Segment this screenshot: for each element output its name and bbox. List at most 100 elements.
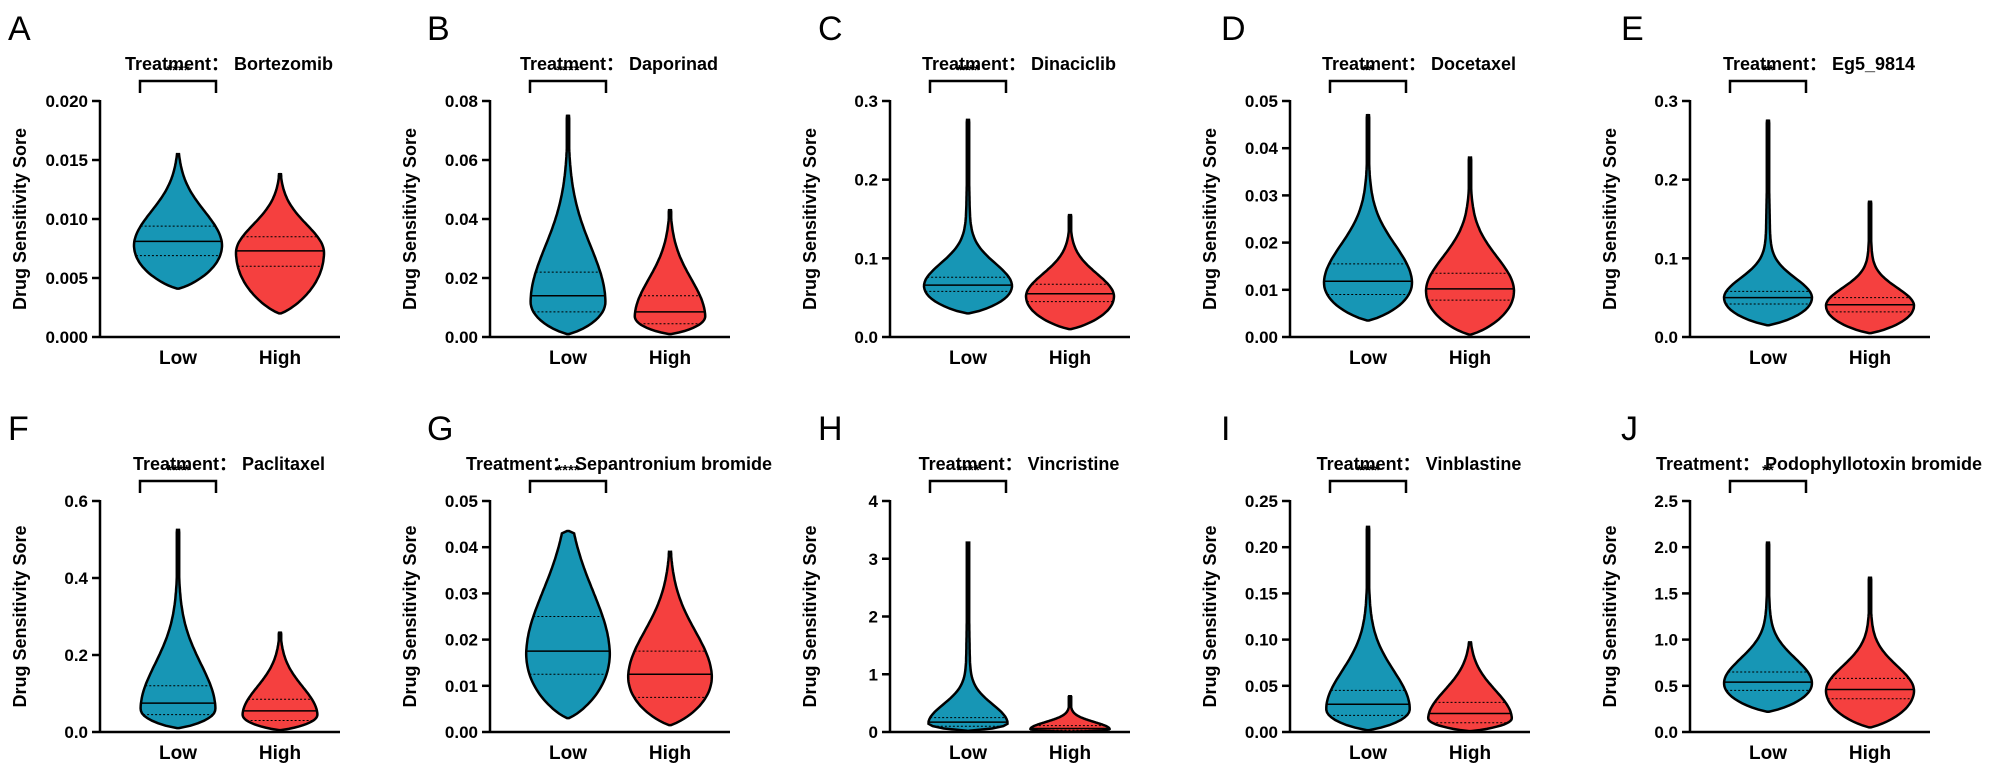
y-tick-label: 0.03 (1245, 186, 1278, 205)
x-tick-label: High (1049, 743, 1091, 764)
y-tick-label: 0.00 (1245, 723, 1278, 742)
x-tick-label: Low (949, 743, 987, 764)
y-tick-label: 0.06 (445, 151, 478, 170)
significance-bracket (1328, 479, 1408, 493)
x-tick-label: Low (549, 348, 587, 369)
significance-label: **** (556, 462, 580, 479)
y-tick-label: 0.20 (1245, 538, 1278, 557)
y-tick-label: 0.1 (1654, 249, 1678, 268)
violin-low (1722, 541, 1814, 713)
y-tick-label: 1 (869, 665, 878, 684)
y-tick-label: 0.05 (1245, 677, 1278, 696)
panel-title: Treatment： Vincristine (919, 454, 1120, 474)
violin-high (241, 631, 319, 732)
y-axis-label: Drug Sensitivity Sore (10, 525, 30, 707)
significance-label: ** (1362, 62, 1374, 79)
y-tick-label: 0.25 (1245, 492, 1278, 511)
y-axis-label: Drug Sensitivity Sore (400, 128, 420, 310)
violin-low (524, 529, 612, 720)
y-tick-label: 0.2 (1654, 171, 1678, 190)
panel-title: Treatment： Vinblastine (1317, 454, 1522, 474)
x-tick-label: Low (1349, 348, 1387, 369)
x-tick-label: High (649, 743, 691, 764)
y-tick-label: 0.03 (445, 584, 478, 603)
y-tick-label: 0.02 (445, 631, 478, 650)
y-tick-label: 0.000 (45, 328, 88, 347)
panel-letter: F (8, 410, 29, 448)
y-tick-label: 0.2 (64, 646, 88, 665)
panel-letter: I (1221, 410, 1230, 448)
y-tick-label: 1.0 (1654, 631, 1678, 650)
violin-low (922, 118, 1014, 315)
panel-title: Treatment： Sepantronium bromide (466, 454, 772, 474)
y-tick-label: 2.5 (1654, 492, 1678, 511)
x-tick-label: Low (1749, 743, 1787, 764)
violin-high (1028, 694, 1112, 733)
x-tick-label: High (649, 348, 691, 369)
y-tick-label: 0 (869, 723, 878, 742)
panel-letter: D (1221, 10, 1246, 48)
y-tick-label: 0.00 (1245, 328, 1278, 347)
violin-high (1824, 576, 1916, 729)
violin-low (927, 541, 1009, 733)
y-tick-label: 1.5 (1654, 584, 1678, 603)
violin-low (1722, 119, 1814, 327)
y-tick-label: 0.3 (1654, 92, 1678, 111)
violin-high (1424, 156, 1516, 336)
y-tick-label: 0.015 (45, 151, 88, 170)
x-tick-label: High (1849, 348, 1891, 369)
panel-letter: C (818, 10, 843, 48)
significance-bracket (1728, 479, 1808, 493)
panel-title: Treatment： Podophyllotoxin bromide (1656, 454, 1982, 474)
panel-title: Treatment： Eg5_9814 (1723, 54, 1915, 74)
violin-low (139, 528, 217, 730)
panel-e: E Treatment： Eg5_9814 Drug Sensitivity Sor… (1600, 10, 1930, 369)
panel-title: Treatment： Dinaciclib (922, 54, 1116, 74)
x-tick-label: Low (949, 348, 987, 369)
panel-g: G Treatment： Sepantronium bromide Drug Sen… (400, 410, 772, 764)
panel-b: B Treatment： Daporinad Drug Sensitivity So… (400, 10, 730, 369)
panel-letter: A (8, 10, 31, 48)
panel-letter: G (427, 410, 453, 448)
significance-label: **** (956, 62, 980, 79)
panel-title: Treatment： Bortezomib (125, 54, 333, 74)
significance-label: ** (1762, 462, 1774, 479)
y-tick-label: 0.0 (1654, 328, 1678, 347)
x-tick-label: Low (1349, 743, 1387, 764)
y-tick-label: 0.0 (1654, 723, 1678, 742)
panel-f: F Treatment： Paclitaxel Drug Sensitivity S… (8, 410, 340, 764)
y-tick-label: 0.005 (45, 269, 88, 288)
panel-title: Treatment： Docetaxel (1322, 54, 1516, 74)
significance-label: **** (556, 62, 580, 79)
x-tick-label: High (259, 348, 301, 369)
y-tick-label: 0.04 (445, 210, 479, 229)
x-tick-label: High (259, 743, 301, 764)
significance-label: **** (956, 462, 980, 479)
significance-bracket (528, 79, 608, 93)
y-tick-label: 3 (869, 550, 878, 569)
y-tick-label: 0.4 (64, 569, 88, 588)
y-tick-label: 0.1 (854, 249, 878, 268)
y-tick-label: 0.10 (1245, 631, 1278, 650)
panel-letter: E (1621, 10, 1644, 48)
y-tick-label: 0.6 (64, 492, 88, 511)
significance-bracket (928, 479, 1008, 493)
x-tick-label: Low (159, 348, 197, 369)
y-tick-label: 0.01 (1245, 281, 1278, 300)
y-tick-label: 0.00 (445, 328, 478, 347)
x-tick-label: Low (159, 743, 197, 764)
y-axis-label: Drug Sensitivity Sore (1600, 128, 1620, 310)
violin-high (1426, 641, 1514, 733)
y-axis-label: Drug Sensitivity Sore (1200, 525, 1220, 707)
y-axis-label: Drug Sensitivity Sore (1600, 525, 1620, 707)
y-axis-label: Drug Sensitivity Sore (10, 128, 30, 310)
y-tick-label: 2 (869, 608, 878, 627)
panel-a: A Treatment： Bortezomib Drug Sensitivity S… (8, 10, 340, 369)
x-tick-label: High (1449, 743, 1491, 764)
y-tick-label: 0.08 (445, 92, 478, 111)
panel-letter: B (427, 10, 450, 48)
y-tick-label: 0.3 (854, 92, 878, 111)
significance-bracket (138, 479, 218, 493)
panel-letter: H (818, 410, 843, 448)
y-tick-label: 0.5 (1654, 677, 1678, 696)
